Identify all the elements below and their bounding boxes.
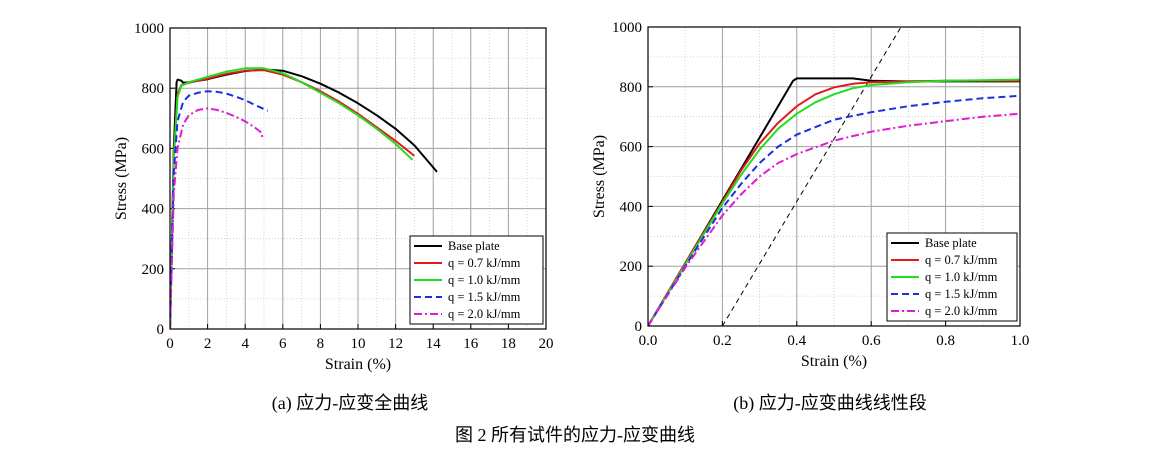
x-tick-label: 20	[539, 336, 554, 352]
legend-label: q = 2.0 kJ/mm	[925, 304, 998, 318]
series-line-3	[648, 94, 1020, 326]
x-tick-label: 18	[501, 336, 516, 352]
y-tick-label: 800	[142, 81, 165, 97]
x-tick-label: 0.8	[936, 333, 955, 349]
y-tick-label: 400	[142, 202, 165, 218]
x-axis-label: Strain (%)	[325, 356, 391, 373]
y-tick-label: 600	[142, 141, 165, 157]
x-tick-label: 6	[279, 336, 287, 352]
figure-caption: 图 2 所有试件的应力-应变曲线	[455, 425, 695, 445]
y-tick-label: 1000	[134, 21, 164, 37]
series-line-2	[648, 78, 1020, 326]
panel-caption: (a) 应力-应变全曲线	[272, 393, 428, 414]
y-axis-label: Stress (MPa)	[591, 135, 608, 218]
offset-line	[721, 27, 902, 326]
chart-panel-b: 0.0 0.2 0.4 0.6 0.8 1.0 0 200 400 600 800 1000 Strai…	[591, 20, 1029, 414]
x-tick-label: 0.4	[787, 333, 806, 349]
y-tick-label: 600	[620, 140, 643, 156]
x-tick-label: 14	[426, 336, 442, 352]
plot-frame	[169, 27, 547, 330]
y-tick-label: 800	[620, 80, 643, 96]
series-line-3	[170, 90, 269, 329]
legend-label: q = 1.0 kJ/mm	[448, 273, 521, 287]
y-tick-label: 0	[635, 319, 643, 335]
x-tick-label: 4	[241, 336, 249, 352]
y-tick-label: 1000	[612, 20, 642, 36]
y-tick-label: 200	[620, 259, 643, 275]
x-tick-label: 12	[388, 336, 403, 352]
plot-frame	[647, 26, 1021, 327]
legend-label: q = 1.5 kJ/mm	[448, 290, 521, 304]
series-line-4	[170, 107, 264, 329]
x-tick-label: 1.0	[1011, 333, 1030, 349]
chart-panel-a: 0 2 4 6 8 10 12 14 16 18 2002004006008001000Strain…	[113, 21, 554, 414]
panel-caption: (b) 应力-应变曲线线性段	[733, 393, 926, 414]
series-line-4	[648, 112, 1020, 326]
x-tick-label: 8	[317, 336, 325, 352]
x-tick-label: 16	[463, 336, 479, 352]
series-line-2	[170, 67, 414, 329]
y-tick-label: 200	[142, 262, 165, 278]
x-tick-label: 0.0	[639, 333, 658, 349]
x-tick-label: 2	[204, 336, 212, 352]
x-tick-label: 0.2	[713, 333, 732, 349]
x-tick-label: 10	[351, 336, 366, 352]
y-tick-label: 0	[157, 322, 165, 338]
legend-label: q = 2.0 kJ/mm	[448, 307, 521, 321]
legend-label: q = 0.7 kJ/mm	[448, 256, 521, 270]
legend-label: Base plate	[925, 236, 977, 250]
x-tick-label: 0	[166, 336, 174, 352]
x-tick-label: 0.6	[862, 333, 881, 349]
y-axis-label: Stress (MPa)	[113, 137, 130, 220]
series-line-0	[170, 68, 438, 329]
legend-label: q = 1.5 kJ/mm	[925, 287, 998, 301]
y-tick-label: 400	[620, 199, 643, 215]
legend-label: q = 0.7 kJ/mm	[925, 253, 998, 267]
x-axis-label: Strain (%)	[801, 353, 867, 370]
legend-label: Base plate	[448, 239, 500, 253]
legend-label: q = 1.0 kJ/mm	[925, 270, 998, 284]
